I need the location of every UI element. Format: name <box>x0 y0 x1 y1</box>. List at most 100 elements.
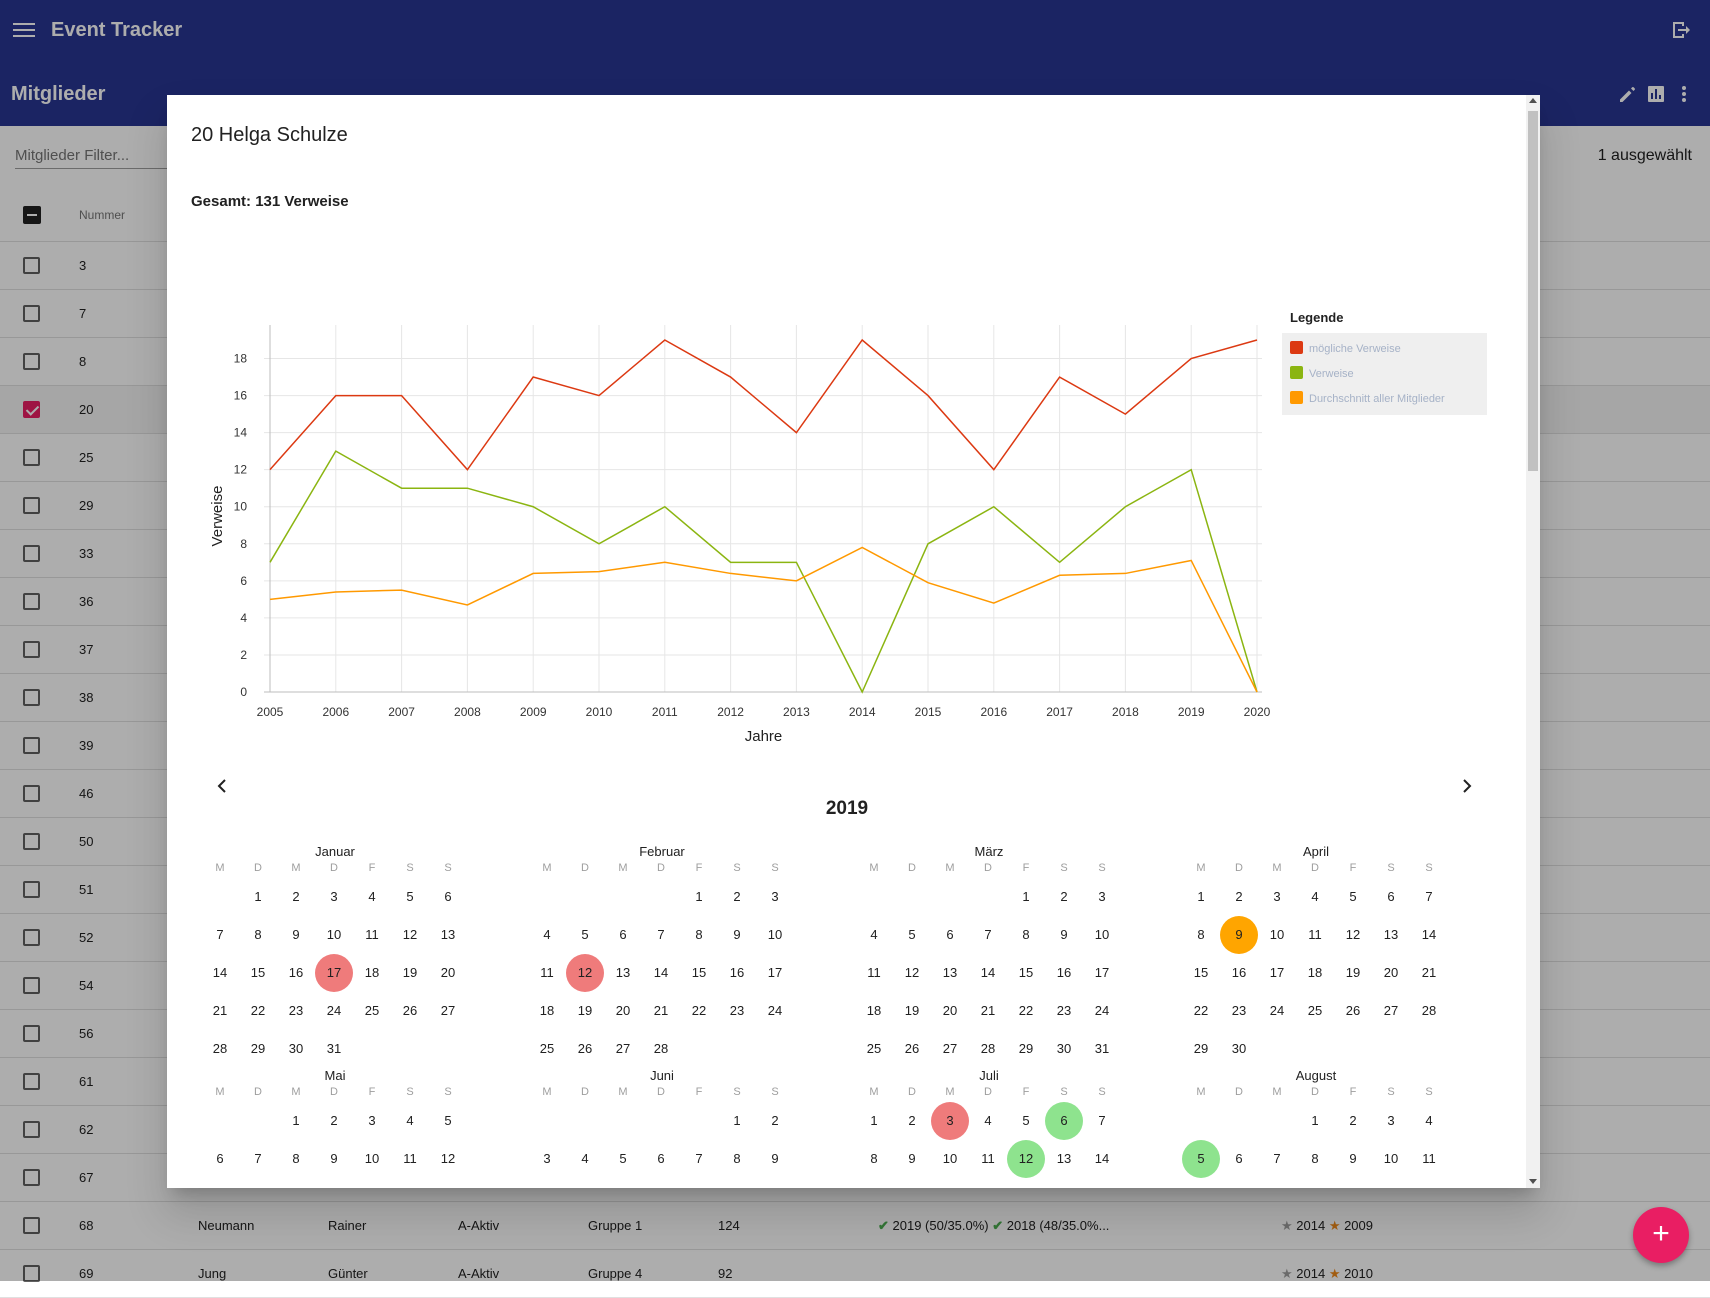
calendar-day[interactable]: 21 <box>212 1003 228 1018</box>
calendar-day[interactable]: 14 <box>1258 1178 1296 1188</box>
calendar-day[interactable]: 10 <box>1094 927 1110 942</box>
row-checkbox[interactable] <box>23 641 40 658</box>
calendar-day[interactable]: 25 <box>539 1041 555 1056</box>
calendar-day[interactable]: 17 <box>353 1178 391 1188</box>
dialog-scrollbar[interactable] <box>1526 95 1540 1188</box>
calendar-day[interactable]: 12 <box>402 927 418 942</box>
calendar-day-marked[interactable]: 9 <box>1220 916 1258 954</box>
calendar-day[interactable]: 21 <box>1083 1178 1121 1188</box>
calendar-day[interactable]: 13 <box>201 1178 239 1188</box>
calendar-day[interactable]: 7 <box>695 1151 703 1166</box>
calendar-day[interactable]: 2 <box>330 1113 338 1128</box>
calendar-day[interactable]: 27 <box>942 1041 958 1056</box>
calendar-day[interactable]: 17 <box>767 965 783 980</box>
calendar-day[interactable]: 11 <box>566 1178 604 1188</box>
calendar-day[interactable]: 5 <box>406 889 414 904</box>
row-checkbox[interactable] <box>23 881 40 898</box>
calendar-day-marked[interactable]: 3 <box>931 1102 969 1140</box>
calendar-day[interactable]: 27 <box>1383 1003 1399 1018</box>
calendar-day[interactable]: 25 <box>866 1041 882 1056</box>
calendar-day[interactable]: 30 <box>1231 1041 1247 1056</box>
calendar-day[interactable]: 9 <box>1349 1151 1357 1166</box>
calendar-day[interactable]: 2 <box>908 1113 916 1128</box>
calendar-day[interactable]: 19 <box>1007 1178 1045 1188</box>
calendar-day[interactable]: 4 <box>368 889 376 904</box>
calendar-day[interactable]: 2 <box>771 1113 779 1128</box>
calendar-day[interactable]: 20 <box>1045 1178 1083 1188</box>
calendar-day[interactable]: 10 <box>528 1178 566 1188</box>
calendar-day[interactable]: 16 <box>315 1178 353 1188</box>
calendar-day[interactable]: 22 <box>1193 1003 1209 1018</box>
row-checkbox[interactable] <box>23 353 40 370</box>
calendar-day[interactable]: 3 <box>1273 889 1281 904</box>
calendar-day[interactable]: 20 <box>1383 965 1399 980</box>
calendar-day[interactable]: 22 <box>250 1003 266 1018</box>
calendar-day[interactable]: 11 <box>1422 1151 1436 1166</box>
calendar-day[interactable]: 5 <box>619 1151 627 1166</box>
calendar-day[interactable]: 13 <box>942 965 958 980</box>
calendar-day[interactable]: 1 <box>695 889 703 904</box>
calendar-day[interactable]: 17 <box>931 1178 969 1188</box>
calendar-day[interactable]: 14 <box>1421 927 1437 942</box>
calendar-day[interactable]: 11 <box>1308 927 1322 942</box>
row-checkbox[interactable] <box>23 689 40 706</box>
calendar-day[interactable]: 18 <box>969 1178 1007 1188</box>
calendar-day[interactable]: 13 <box>615 965 631 980</box>
scrollbar-thumb[interactable] <box>1528 111 1538 471</box>
calendar-day[interactable]: 4 <box>1425 1113 1433 1128</box>
calendar-day[interactable]: 11 <box>540 965 554 980</box>
row-checkbox[interactable] <box>23 1169 40 1186</box>
calendar-day[interactable]: 21 <box>1421 965 1437 980</box>
calendar-day[interactable]: 7 <box>254 1151 262 1166</box>
calendar-day[interactable]: 7 <box>984 927 992 942</box>
calendar-day[interactable]: 1 <box>254 889 262 904</box>
calendar-day[interactable]: 19 <box>577 1003 593 1018</box>
calendar-day[interactable]: 12 <box>604 1178 642 1188</box>
calendar-day[interactable]: 26 <box>402 1003 418 1018</box>
calendar-day[interactable]: 24 <box>767 1003 783 1018</box>
calendar-day[interactable]: 9 <box>733 927 741 942</box>
calendar-day[interactable]: 20 <box>615 1003 631 1018</box>
calendar-day-marked[interactable]: 5 <box>1182 1140 1220 1178</box>
row-checkbox[interactable] <box>23 929 40 946</box>
logout-icon[interactable] <box>1670 20 1690 40</box>
calendar-day[interactable]: 2 <box>292 889 300 904</box>
add-button[interactable]: + <box>1633 1207 1689 1263</box>
row-checkbox[interactable] <box>23 545 40 562</box>
row-checkbox[interactable] <box>23 833 40 850</box>
calendar-day[interactable]: 7 <box>216 927 224 942</box>
calendar-day[interactable]: 24 <box>1269 1003 1285 1018</box>
calendar-day[interactable]: 1 <box>292 1113 300 1128</box>
calendar-day[interactable]: 9 <box>771 1151 779 1166</box>
calendar-day[interactable]: 3 <box>771 889 779 904</box>
calendar-day[interactable]: 1 <box>870 1113 878 1128</box>
calendar-day[interactable]: 10 <box>326 927 342 942</box>
calendar-day[interactable]: 17 <box>1372 1178 1410 1188</box>
calendar-day[interactable]: 2 <box>1349 1113 1357 1128</box>
calendar-day[interactable]: 27 <box>440 1003 456 1018</box>
calendar-day[interactable]: 6 <box>1235 1151 1243 1166</box>
calendar-day[interactable]: 15 <box>250 965 266 980</box>
calendar-day-marked[interactable]: 12 <box>1007 1140 1045 1178</box>
calendar-day[interactable]: 16 <box>756 1178 794 1188</box>
calendar-day[interactable]: 5 <box>908 927 916 942</box>
calendar-day[interactable]: 8 <box>254 927 262 942</box>
calendar-day[interactable]: 17 <box>1269 965 1285 980</box>
row-checkbox[interactable] <box>23 1121 40 1138</box>
calendar-day[interactable]: 30 <box>1056 1041 1072 1056</box>
calendar-day[interactable]: 15 <box>1296 1178 1334 1188</box>
calendar-day[interactable]: 2 <box>1060 889 1068 904</box>
calendar-day[interactable]: 29 <box>250 1041 266 1056</box>
calendar-day[interactable]: 3 <box>1098 889 1106 904</box>
calendar-day[interactable]: 20 <box>440 965 456 980</box>
row-checkbox[interactable] <box>23 449 40 466</box>
calendar-day[interactable]: 16 <box>729 965 745 980</box>
calendar-day[interactable]: 8 <box>695 927 703 942</box>
calendar-day[interactable]: 18 <box>866 1003 882 1018</box>
row-checkbox[interactable] <box>23 401 40 418</box>
calendar-day[interactable]: 27 <box>615 1041 631 1056</box>
calendar-day[interactable]: 10 <box>1269 927 1285 942</box>
calendar-day[interactable]: 8 <box>1197 927 1205 942</box>
calendar-day[interactable]: 26 <box>1345 1003 1361 1018</box>
calendar-day[interactable]: 6 <box>619 927 627 942</box>
